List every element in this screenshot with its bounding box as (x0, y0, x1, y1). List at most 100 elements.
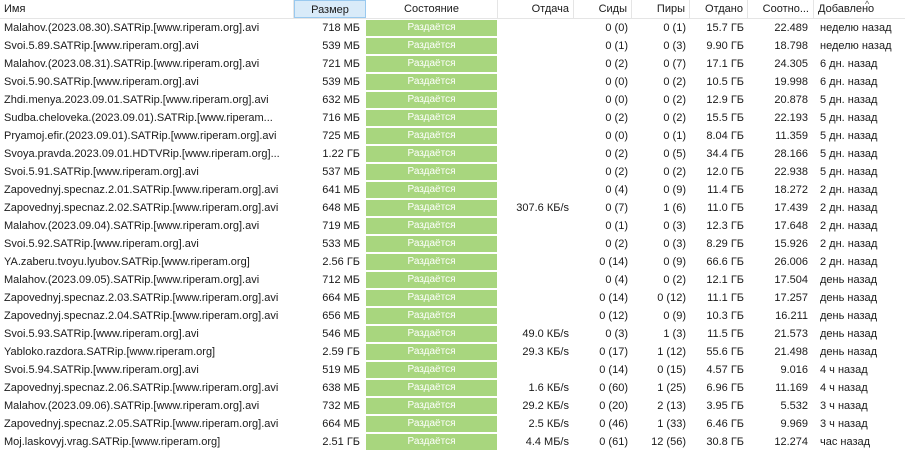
cell-peers: 1 (12) (657, 346, 686, 358)
status-badge: Раздаётся (366, 74, 497, 90)
cell-peers: 0 (2) (663, 112, 686, 124)
cell-ratio: 16.211 (775, 310, 808, 322)
cell-name: YA.zaberu.tvoyu.lyubov.SATRip.[www.riper… (4, 256, 250, 268)
cell-name: Pryamoj.efir.(2023.09.01).SATRip.[www.ri… (4, 130, 277, 142)
column-header-bar: Имя Размер Состояние Отдача Сиды Пиры От… (0, 0, 905, 19)
torrent-row[interactable]: Svoi.5.94.SATRip.[www.riperam.org].avi 51… (0, 361, 905, 379)
cell-size: 546 МБ (322, 328, 360, 340)
cell-added: день назад (820, 346, 878, 358)
torrent-row[interactable]: Svoi.5.91.SATRip.[www.riperam.org].avi 53… (0, 163, 905, 181)
cell-seeds: 0 (3) (605, 328, 628, 340)
cell-added: 5 дн. назад (820, 166, 878, 178)
torrent-row[interactable]: Svoi.5.90.SATRip.[www.riperam.org].avi 53… (0, 73, 905, 91)
cell-given: 3.95 ГБ (706, 400, 744, 412)
torrent-row[interactable]: Zapovednyj.specnaz.2.04.SATRip.[www.ripe… (0, 307, 905, 325)
cell-name: Moj.laskovyj.vrag.SATRip.[www.riperam.or… (4, 436, 221, 448)
cell-given: 15.5 ГБ (706, 112, 744, 124)
torrent-row[interactable]: Sudba.cheloveka.(2023.09.01).SATRip.[www… (0, 109, 905, 127)
torrent-row[interactable]: Yabloko.razdora.SATRip.[www.riperam.org]… (0, 343, 905, 361)
cell-added: 2 дн. назад (820, 202, 878, 214)
cell-added: 4 ч назад (820, 382, 868, 394)
cell-given: 34.4 ГБ (706, 148, 744, 160)
torrent-row[interactable]: Malahov.(2023.09.05).SATRip.[www.riperam… (0, 271, 905, 289)
cell-added: день назад (820, 328, 878, 340)
cell-ratio: 26.006 (774, 256, 808, 268)
cell-upload (500, 253, 571, 271)
status-badge: Раздаётся (366, 146, 497, 162)
cell-name: Svoi.5.90.SATRip.[www.riperam.org].avi (4, 76, 199, 88)
torrent-row[interactable]: Zapovednyj.specnaz.2.02.SATRip.[www.ripe… (0, 199, 905, 217)
torrent-row[interactable]: Svoi.5.92.SATRip.[www.riperam.org].avi 53… (0, 235, 905, 253)
cell-added: 6 дн. назад (820, 76, 878, 88)
cell-given: 30.8 ГБ (706, 436, 744, 448)
cell-upload (500, 181, 571, 199)
column-header-seeds[interactable]: Сиды (574, 0, 632, 18)
cell-name: Malahov.(2023.09.05).SATRip.[www.riperam… (4, 274, 260, 286)
cell-name: Zapovednyj.specnaz.2.03.SATRip.[www.ripe… (4, 292, 279, 304)
column-header-added[interactable]: Добавлено (818, 3, 875, 15)
cell-upload (500, 19, 571, 37)
column-header-size[interactable]: Размер (294, 0, 366, 18)
cell-name: Zhdi.menya.2023.09.01.SATRip.[www.ripera… (4, 94, 269, 106)
cell-name: Svoi.5.89.SATRip.[www.riperam.org].avi (4, 40, 199, 52)
column-header-upload[interactable]: Отдача (498, 0, 574, 18)
torrent-row[interactable]: Zapovednyj.specnaz.2.03.SATRip.[www.ripe… (0, 289, 905, 307)
cell-ratio: 5.532 (780, 400, 808, 412)
status-badge: Раздаётся (366, 218, 497, 234)
cell-name: Sudba.cheloveka.(2023.09.01).SATRip.[www… (4, 112, 273, 124)
torrent-row[interactable]: Moj.laskovyj.vrag.SATRip.[www.riperam.or… (0, 433, 905, 451)
torrent-row[interactable]: Svoi.5.89.SATRip.[www.riperam.org].avi 53… (0, 37, 905, 55)
cell-seeds: 0 (14) (599, 256, 628, 268)
cell-peers: 0 (2) (663, 94, 686, 106)
cell-peers: 0 (3) (663, 220, 686, 232)
cell-name: Malahov.(2023.09.04).SATRip.[www.riperam… (4, 220, 260, 232)
cell-given: 12.9 ГБ (706, 94, 744, 106)
cell-upload (500, 361, 571, 379)
cell-ratio: 11.169 (775, 382, 808, 394)
status-badge: Раздаётся (366, 110, 497, 126)
column-header-state[interactable]: Состояние (366, 0, 498, 18)
cell-upload (500, 217, 571, 235)
torrent-row[interactable]: Svoya.pravda.2023.09.01.HDTVRip.[www.rip… (0, 145, 905, 163)
torrent-row[interactable]: Svoi.5.93.SATRip.[www.riperam.org].avi 54… (0, 325, 905, 343)
torrent-row[interactable]: Pryamoj.efir.(2023.09.01).SATRip.[www.ri… (0, 127, 905, 145)
torrent-row[interactable]: YA.zaberu.tvoyu.lyubov.SATRip.[www.riper… (0, 253, 905, 271)
torrent-row[interactable]: Malahov.(2023.09.06).SATRip.[www.riperam… (0, 397, 905, 415)
cell-size: 712 МБ (322, 274, 360, 286)
cell-peers: 1 (3) (663, 328, 686, 340)
cell-size: 2.59 ГБ (322, 346, 360, 358)
torrent-row[interactable]: Malahov.(2023.08.31).SATRip.[www.riperam… (0, 55, 905, 73)
cell-seeds: 0 (20) (599, 400, 628, 412)
status-badge: Раздаётся (366, 290, 497, 306)
torrent-row[interactable]: Zapovednyj.specnaz.2.06.SATRip.[www.ripe… (0, 379, 905, 397)
cell-name: Zapovednyj.specnaz.2.05.SATRip.[www.ripe… (4, 418, 279, 430)
column-header-ratio[interactable]: Соотно... (748, 0, 814, 18)
cell-given: 17.1 ГБ (706, 58, 744, 70)
cell-upload (500, 55, 571, 73)
cell-seeds: 0 (46) (599, 418, 628, 430)
torrent-row[interactable]: Zapovednyj.specnaz.2.01.SATRip.[www.ripe… (0, 181, 905, 199)
torrent-row[interactable]: Malahov.(2023.09.04).SATRip.[www.riperam… (0, 217, 905, 235)
column-header-name[interactable]: Имя (0, 0, 294, 18)
column-header-peers[interactable]: Пиры (632, 0, 690, 18)
torrent-row[interactable]: Zhdi.menya.2023.09.01.SATRip.[www.ripera… (0, 91, 905, 109)
status-badge: Раздаётся (366, 164, 497, 180)
status-badge: Раздаётся (366, 56, 497, 72)
status-badge: Раздаётся (366, 182, 497, 198)
cell-upload (500, 235, 571, 253)
cell-ratio: 22.938 (774, 166, 808, 178)
cell-peers: 2 (13) (657, 400, 686, 412)
cell-peers: 12 (56) (651, 436, 686, 448)
cell-seeds: 0 (14) (599, 364, 628, 376)
column-header-given[interactable]: Отдано (690, 0, 748, 18)
cell-name: Zapovednyj.specnaz.2.04.SATRip.[www.ripe… (4, 310, 279, 322)
cell-peers: 0 (15) (657, 364, 686, 376)
status-badge: Раздаётся (366, 380, 497, 396)
cell-seeds: 0 (2) (605, 58, 628, 70)
cell-size: 537 МБ (322, 166, 360, 178)
cell-peers: 0 (2) (663, 274, 686, 286)
cell-size: 539 МБ (322, 40, 360, 52)
torrent-row[interactable]: Malahov.(2023.08.30).SATRip.[www.riperam… (0, 19, 905, 37)
cell-added: неделю назад (820, 22, 892, 34)
torrent-row[interactable]: Zapovednyj.specnaz.2.05.SATRip.[www.ripe… (0, 415, 905, 433)
